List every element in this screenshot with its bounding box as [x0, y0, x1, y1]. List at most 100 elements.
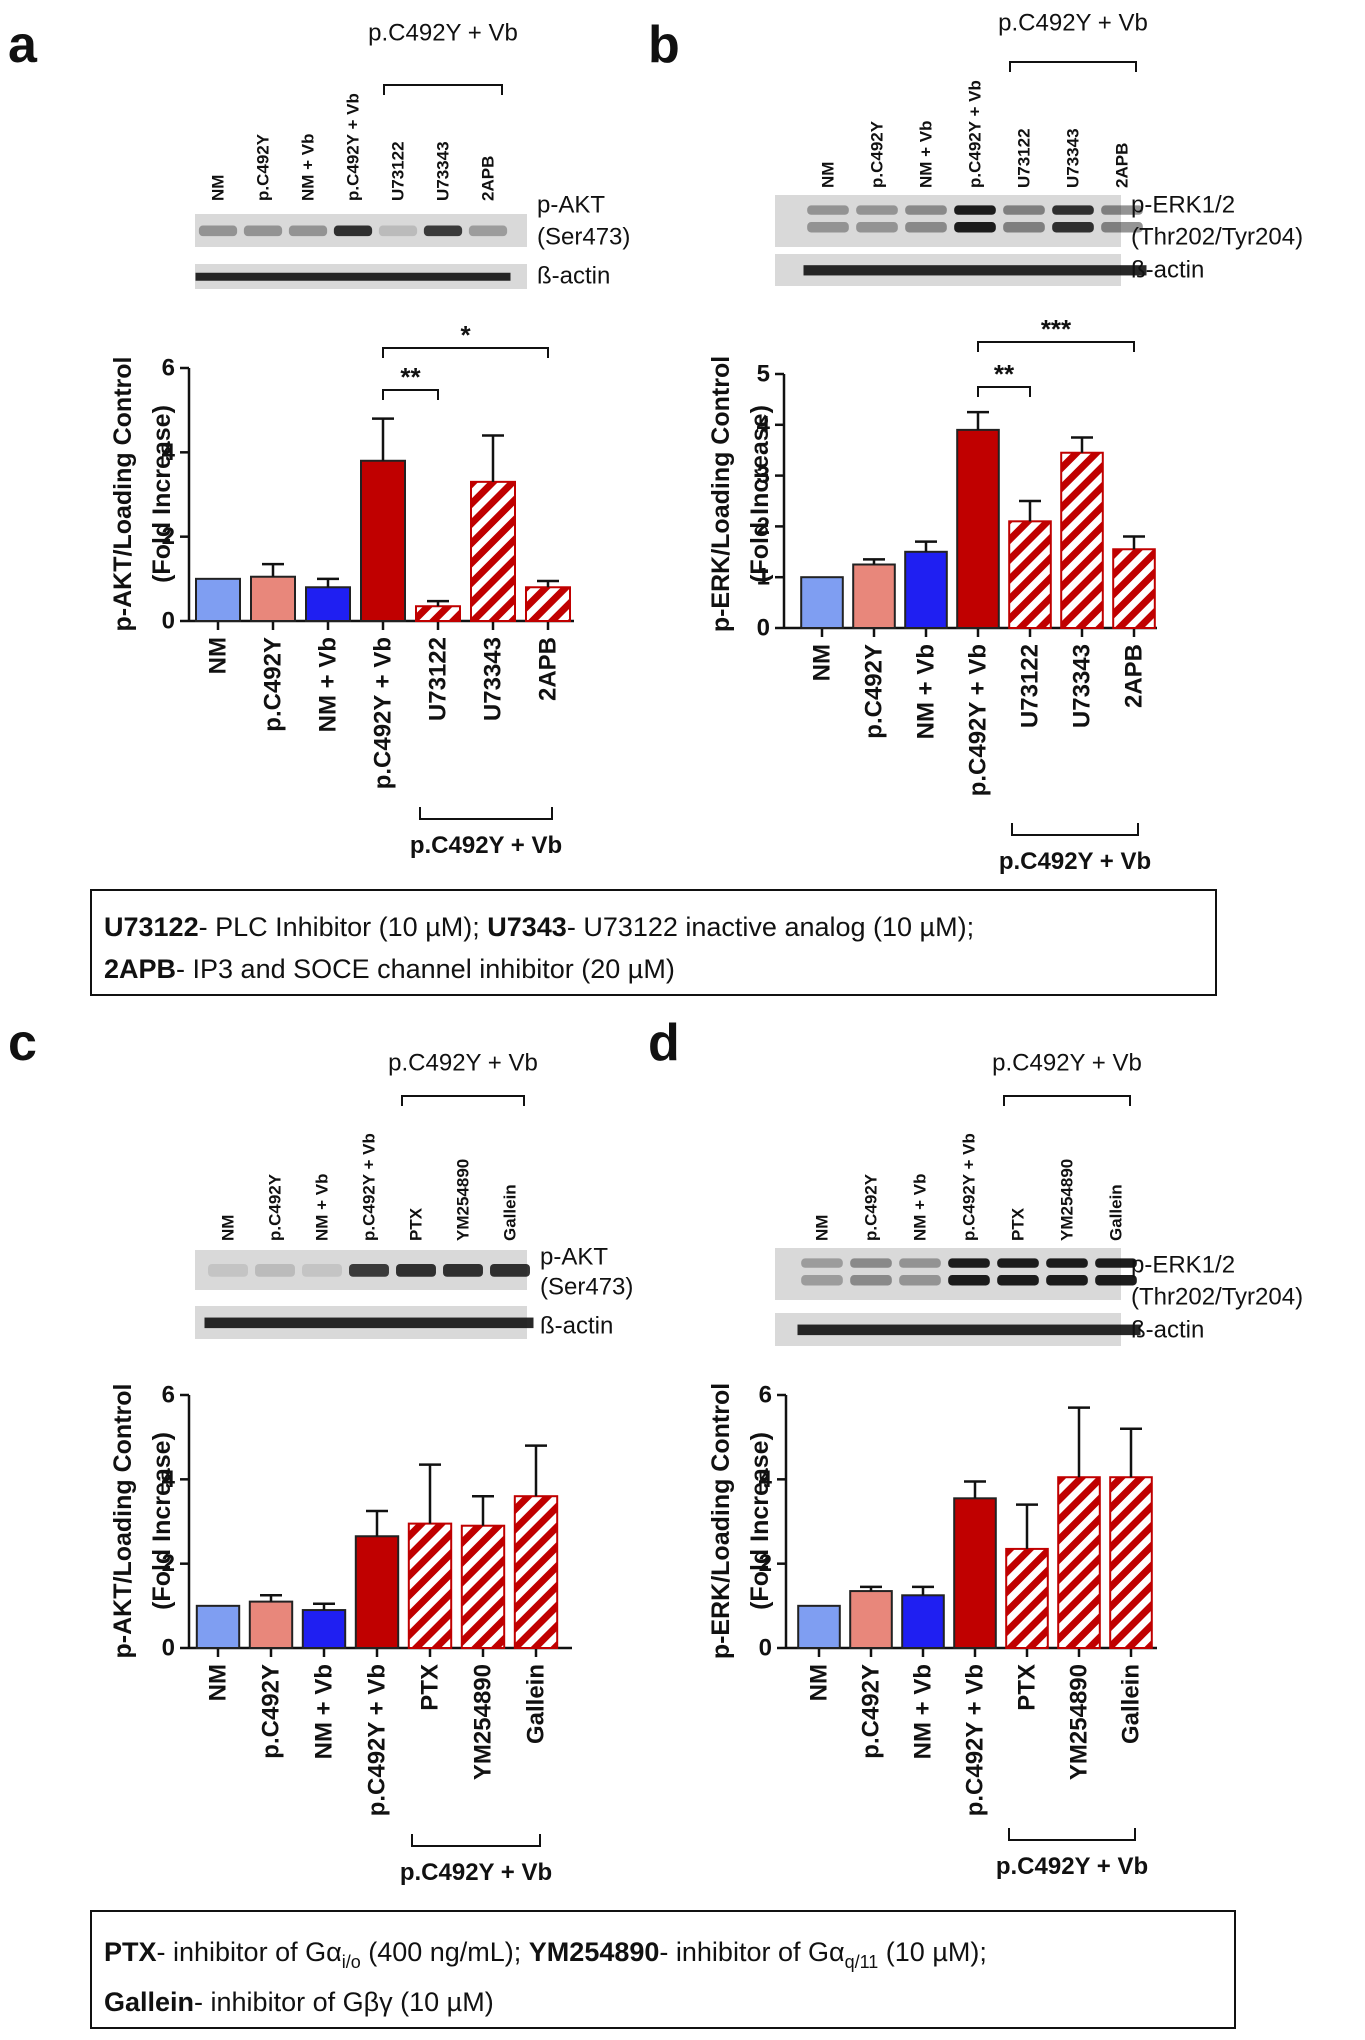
blot-band: [852, 265, 902, 276]
blot-band: [1091, 1324, 1141, 1336]
y-tick-label: 6: [162, 355, 175, 382]
blot-row-label: p-ERK1/2: [1131, 192, 1235, 219]
lane-label: Gallein: [1107, 1184, 1126, 1241]
x-tick-label: U73343: [1069, 644, 1096, 728]
blot-band: [905, 205, 947, 215]
blot-band: [392, 1317, 440, 1329]
bar: [470, 480, 516, 622]
y-axis-title: (Fold Increase): [148, 1432, 176, 1610]
blot-band: [1042, 1324, 1092, 1336]
blot-band: [255, 1264, 295, 1277]
blot-band: [1101, 205, 1143, 215]
y-tick-label: 6: [162, 1382, 175, 1409]
lane-label: p.C492Y + Vb: [360, 1133, 379, 1241]
x-tick-label: NM + Vb: [910, 1664, 937, 1759]
lane-label: NM + Vb: [313, 1173, 332, 1241]
blot-band: [333, 225, 373, 237]
y-tick-label: 2: [757, 513, 770, 540]
significance-label: **: [994, 359, 1015, 389]
blot-band: [298, 1317, 346, 1329]
blot-band: [349, 1264, 389, 1277]
blot-band: [899, 1275, 941, 1286]
blot-band: [948, 1275, 990, 1286]
blot-band: [423, 225, 463, 237]
blot-band: [285, 272, 331, 281]
bar: [849, 1590, 893, 1649]
blot-band: [803, 265, 853, 276]
y-tick-label: 4: [759, 1466, 773, 1493]
blot-row-label: p-AKT: [537, 192, 605, 219]
error-bar: [262, 562, 284, 577]
error-bar: [1123, 535, 1145, 550]
blot-row-label: (Ser473): [540, 1274, 633, 1301]
blot-band: [801, 1258, 843, 1268]
x-tick-label: NM: [809, 644, 836, 681]
bar: [460, 1524, 506, 1650]
blot-group-label: p.C492Y + Vb: [998, 10, 1148, 37]
blot-row-label: (Ser473): [537, 224, 630, 251]
error-bar: [317, 577, 339, 588]
lane-label: NM: [209, 175, 228, 201]
note-segment: 2APB: [104, 954, 176, 984]
x-tick-label: 2APB: [535, 637, 562, 701]
bar: [195, 577, 241, 622]
note-line: U73122- PLC Inhibitor (10 µM); U7343- U7…: [104, 912, 974, 942]
blot-group-label: p.C492Y + Vb: [368, 20, 518, 47]
error-bar: [860, 1585, 882, 1592]
y-axis-title: (Fold Increase): [746, 1432, 774, 1610]
blot-band: [1003, 222, 1045, 233]
lane-label: p.C492Y: [266, 1173, 285, 1241]
x-tick-label: NM + Vb: [311, 1664, 338, 1759]
lane-label: NM: [219, 1215, 238, 1241]
blot-band: [251, 1317, 299, 1329]
y-axis-title: p-ERK/Loading Control: [707, 356, 735, 632]
lane-label: p.C492Y: [868, 120, 887, 188]
y-tick-label: 0: [162, 1635, 175, 1662]
note-segment: - U73122 inactive analog (10 µM);: [567, 912, 974, 942]
blot-band: [801, 1275, 843, 1286]
blot-band: [997, 1258, 1039, 1268]
lane-label: YM254890: [454, 1159, 473, 1241]
bar: [360, 459, 406, 622]
error-bar: [313, 1602, 335, 1611]
blot-band: [1052, 205, 1094, 215]
blot-band: [468, 225, 508, 237]
blot-band: [807, 205, 849, 215]
blot-row-label: (Thr202/Tyr204): [1131, 1284, 1303, 1311]
blot-band: [850, 1275, 892, 1286]
y-tick-label: 0: [759, 1635, 772, 1662]
blot-band: [345, 1317, 393, 1329]
x-tick-label: NM + Vb: [315, 637, 342, 732]
note-line: PTX- inhibitor of Gαi/o (400 ng/mL); YM2…: [104, 1937, 987, 1972]
error-bar: [427, 599, 449, 607]
note-segment: U73122: [104, 912, 199, 942]
note-segment: (400 ng/mL);: [361, 1937, 529, 1967]
error-bar: [419, 1463, 441, 1524]
y-tick-label: 0: [757, 615, 770, 642]
blot-band: [204, 1317, 252, 1329]
x-tick-label: YM254890: [1066, 1664, 1093, 1780]
bar: [248, 1600, 294, 1650]
blot-band: [396, 1264, 436, 1277]
bar: [1112, 548, 1156, 630]
error-bar: [260, 1594, 282, 1602]
blot-band: [195, 272, 241, 281]
bar: [797, 1604, 841, 1650]
panel-letter: d: [648, 1014, 680, 1072]
blot-band: [807, 222, 849, 233]
x-tick-label: PTX: [1014, 1664, 1041, 1711]
lane-label: p.C492Y + Vb: [966, 80, 985, 188]
x-tick-label: p.C492Y: [858, 1664, 885, 1759]
bar: [407, 1522, 453, 1649]
blot-band: [288, 225, 328, 237]
significance-label: *: [460, 320, 471, 350]
bar: [956, 428, 1000, 629]
significance-bracket: [382, 347, 549, 358]
lane-label: Gallein: [501, 1184, 520, 1241]
y-tick-label: 4: [162, 439, 176, 466]
blot-band: [856, 222, 898, 233]
blot-band: [330, 272, 376, 281]
blot-band: [420, 272, 466, 281]
note-segment: Gallein: [104, 1987, 194, 2017]
blot-group-bracket: [383, 84, 503, 95]
